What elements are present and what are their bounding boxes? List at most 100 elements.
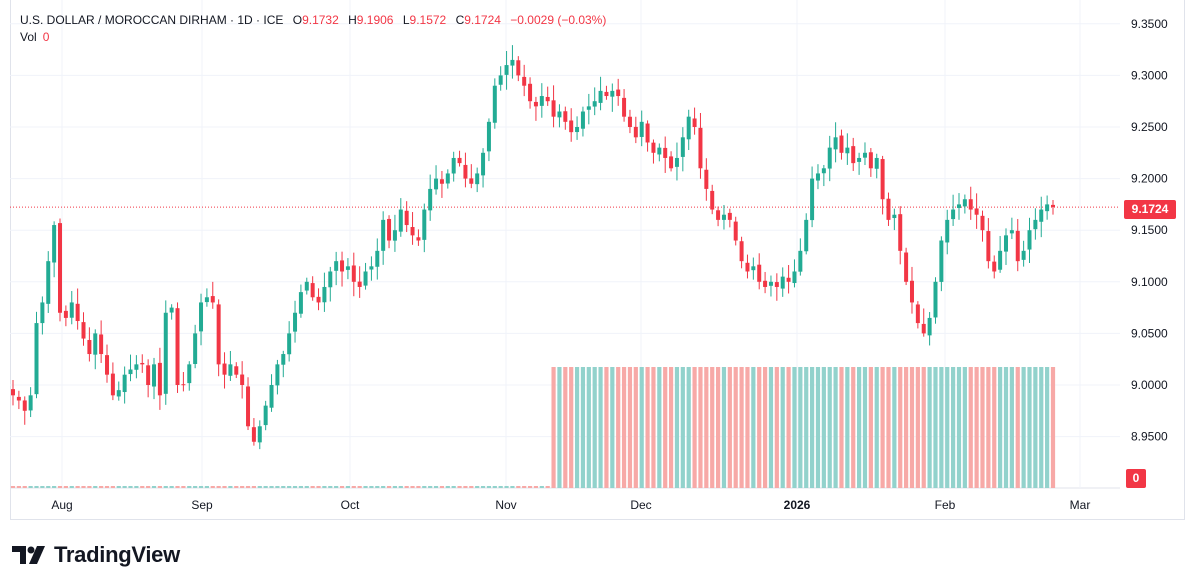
- volume-bar: [569, 367, 574, 488]
- candle-body: [533, 101, 538, 107]
- candle-body: [152, 364, 157, 387]
- volume-badge: 0: [1126, 469, 1146, 488]
- volume-bar: [140, 486, 145, 488]
- candle-body: [757, 264, 762, 282]
- candle-body: [58, 223, 63, 313]
- volume-value: 0: [42, 30, 50, 44]
- close-label: C: [455, 13, 465, 27]
- candle-body: [633, 126, 638, 138]
- volume-bar: [81, 486, 86, 488]
- candle-body: [921, 323, 926, 334]
- candle-body: [616, 89, 621, 97]
- volume-bar: [998, 367, 1003, 488]
- candle-body: [475, 173, 480, 185]
- volume-bar: [809, 367, 815, 488]
- volume-bar: [792, 367, 797, 488]
- candle-body: [222, 363, 227, 375]
- price-chart[interactable]: 9.3500 9.3000 9.2500 9.2000 9.1500 9.1000 9.05…: [0, 0, 1195, 520]
- volume-bar: [533, 486, 539, 488]
- candle-body: [422, 209, 427, 240]
- volume-bar: [392, 486, 398, 488]
- volume-bar: [892, 367, 897, 488]
- candle-body: [704, 169, 709, 189]
- low-value: 9.1572: [409, 13, 447, 27]
- candle-body: [375, 250, 380, 267]
- candle-body: [316, 296, 321, 303]
- candle-body: [610, 90, 615, 97]
- volume-bar: [522, 486, 527, 488]
- tradingview-logo[interactable]: TradingView: [12, 540, 180, 570]
- volume-bars: [10, 367, 1056, 488]
- volume-bar: [251, 486, 257, 488]
- volume-bar: [880, 367, 885, 488]
- candle-body: [392, 230, 397, 241]
- candle-body: [868, 152, 873, 169]
- volume-bar: [398, 486, 403, 488]
- volume-bar: [146, 486, 151, 488]
- candle-body: [657, 147, 662, 155]
- candle-body: [298, 292, 303, 314]
- candle-body: [246, 386, 251, 427]
- volume-bar: [780, 367, 785, 488]
- volume-bar: [904, 367, 909, 488]
- volume-bar: [52, 486, 57, 488]
- candle-body: [780, 276, 785, 289]
- candle-body: [845, 147, 850, 154]
- candle-body: [551, 100, 556, 117]
- candle-body: [504, 65, 509, 75]
- volume-bar: [821, 367, 826, 488]
- volume-bar: [193, 486, 198, 488]
- volume-bar: [927, 367, 932, 488]
- candle-body: [28, 395, 33, 411]
- volume-bar: [304, 486, 309, 488]
- price-axis[interactable]: 9.3500 9.3000 9.2500 9.2000 9.1500 9.1000 9.05…: [1131, 17, 1168, 444]
- volume-bar: [157, 486, 162, 488]
- y-tick-label: 9.0500: [1131, 326, 1168, 340]
- volume-bar: [375, 486, 380, 488]
- volume-bar: [298, 486, 304, 488]
- candle-body: [804, 219, 809, 252]
- candle-body: [751, 266, 756, 271]
- volume-bar: [410, 486, 415, 488]
- volume-bar: [463, 486, 468, 488]
- candle-body: [416, 237, 421, 241]
- volume-bar: [974, 367, 979, 488]
- volume-bar: [486, 486, 492, 488]
- volume-bar: [557, 367, 562, 488]
- volume-bar: [93, 486, 98, 488]
- candle-body: [862, 152, 867, 158]
- candle-body: [404, 210, 409, 226]
- volume-label: Vol: [20, 30, 37, 44]
- volume-bar: [592, 367, 597, 488]
- candle-body: [34, 323, 39, 395]
- candle-body: [956, 204, 961, 208]
- x-tick-label: Aug: [51, 498, 72, 512]
- candle-body: [428, 188, 433, 211]
- candle-body: [99, 334, 104, 355]
- volume-bar: [815, 367, 821, 488]
- candle-body: [951, 209, 956, 220]
- candle-body: [986, 231, 991, 262]
- time-axis[interactable]: Aug Sep Oct Nov Dec 2026 Feb Mar: [51, 498, 1090, 512]
- chart-frame[interactable]: [10, 0, 1185, 520]
- candle-body: [604, 91, 609, 97]
- volume-bar: [874, 367, 879, 488]
- y-tick-label: 9.1500: [1131, 223, 1168, 237]
- candle-body: [798, 250, 803, 272]
- volume-bar: [310, 486, 315, 488]
- y-tick-label: 9.2000: [1131, 172, 1168, 186]
- candle-body: [545, 96, 550, 102]
- volume-bar: [1027, 367, 1032, 488]
- volume-bar: [563, 367, 568, 488]
- candle-body: [528, 83, 533, 102]
- volume-bar: [122, 486, 127, 488]
- volume-bar: [774, 367, 779, 488]
- symbol-title[interactable]: U.S. DOLLAR / MOROCCAN DIRHAM · 1D · ICE: [20, 13, 284, 27]
- candle-body: [410, 227, 415, 236]
- x-tick-label: Oct: [341, 498, 360, 512]
- candle-body: [328, 271, 333, 288]
- x-tick-label: Dec: [630, 498, 651, 512]
- candle-body: [1027, 230, 1032, 250]
- candle-body: [181, 384, 186, 386]
- volume-bar: [827, 367, 832, 488]
